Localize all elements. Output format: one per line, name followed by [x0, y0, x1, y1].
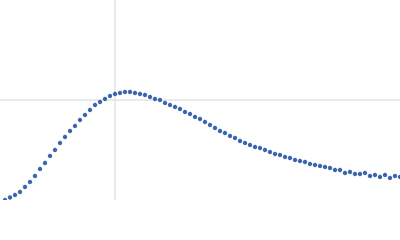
point	[387, 175, 393, 181]
point	[42, 160, 48, 166]
point	[212, 125, 218, 131]
point	[352, 171, 358, 177]
point	[242, 140, 248, 146]
point	[227, 133, 233, 139]
point	[267, 149, 273, 155]
point	[237, 138, 243, 144]
point	[222, 130, 228, 136]
point	[157, 97, 163, 103]
point	[27, 179, 33, 185]
point	[22, 184, 28, 190]
point	[252, 144, 258, 150]
point	[397, 174, 400, 180]
point	[57, 140, 63, 146]
point	[12, 192, 18, 198]
point	[122, 89, 128, 95]
point	[207, 122, 213, 128]
point	[7, 195, 13, 200]
point	[362, 170, 368, 176]
point	[282, 154, 288, 160]
point	[62, 134, 68, 140]
point	[332, 167, 338, 173]
point	[172, 104, 178, 110]
point	[52, 147, 58, 153]
point	[377, 174, 383, 180]
point	[67, 128, 73, 134]
point	[367, 173, 373, 179]
point	[137, 91, 143, 97]
point	[112, 91, 118, 97]
point	[262, 147, 268, 153]
chart	[0, 0, 400, 200]
point	[17, 189, 23, 195]
point	[322, 164, 328, 170]
point	[302, 159, 308, 165]
point	[202, 119, 208, 125]
point	[277, 152, 283, 158]
point	[372, 172, 378, 178]
point	[327, 165, 333, 171]
point	[82, 112, 88, 118]
point	[312, 162, 318, 168]
point	[197, 116, 203, 122]
point	[107, 93, 113, 99]
point	[247, 142, 253, 148]
point	[167, 102, 173, 108]
point	[177, 106, 183, 112]
point	[392, 173, 398, 179]
point	[132, 90, 138, 96]
point	[117, 90, 123, 96]
point	[32, 173, 38, 179]
point	[97, 99, 103, 105]
point	[2, 197, 8, 200]
point	[347, 169, 353, 175]
point	[187, 111, 193, 117]
point	[162, 100, 168, 106]
point	[382, 172, 388, 178]
point	[307, 161, 313, 167]
point	[72, 123, 78, 129]
point	[87, 107, 93, 113]
point	[182, 109, 188, 115]
point	[127, 89, 133, 95]
point	[317, 163, 323, 169]
point	[152, 96, 158, 102]
point	[142, 92, 148, 98]
point	[337, 167, 343, 173]
point	[272, 151, 278, 157]
point	[147, 94, 153, 100]
point	[292, 157, 298, 163]
point	[102, 96, 108, 102]
point	[92, 102, 98, 108]
point	[217, 128, 223, 134]
point	[77, 117, 83, 123]
point	[37, 166, 43, 172]
point	[232, 135, 238, 141]
point	[357, 171, 363, 177]
point	[287, 155, 293, 161]
point	[342, 170, 348, 176]
point	[297, 158, 303, 164]
point	[47, 153, 53, 159]
point	[257, 145, 263, 151]
point	[192, 114, 198, 120]
